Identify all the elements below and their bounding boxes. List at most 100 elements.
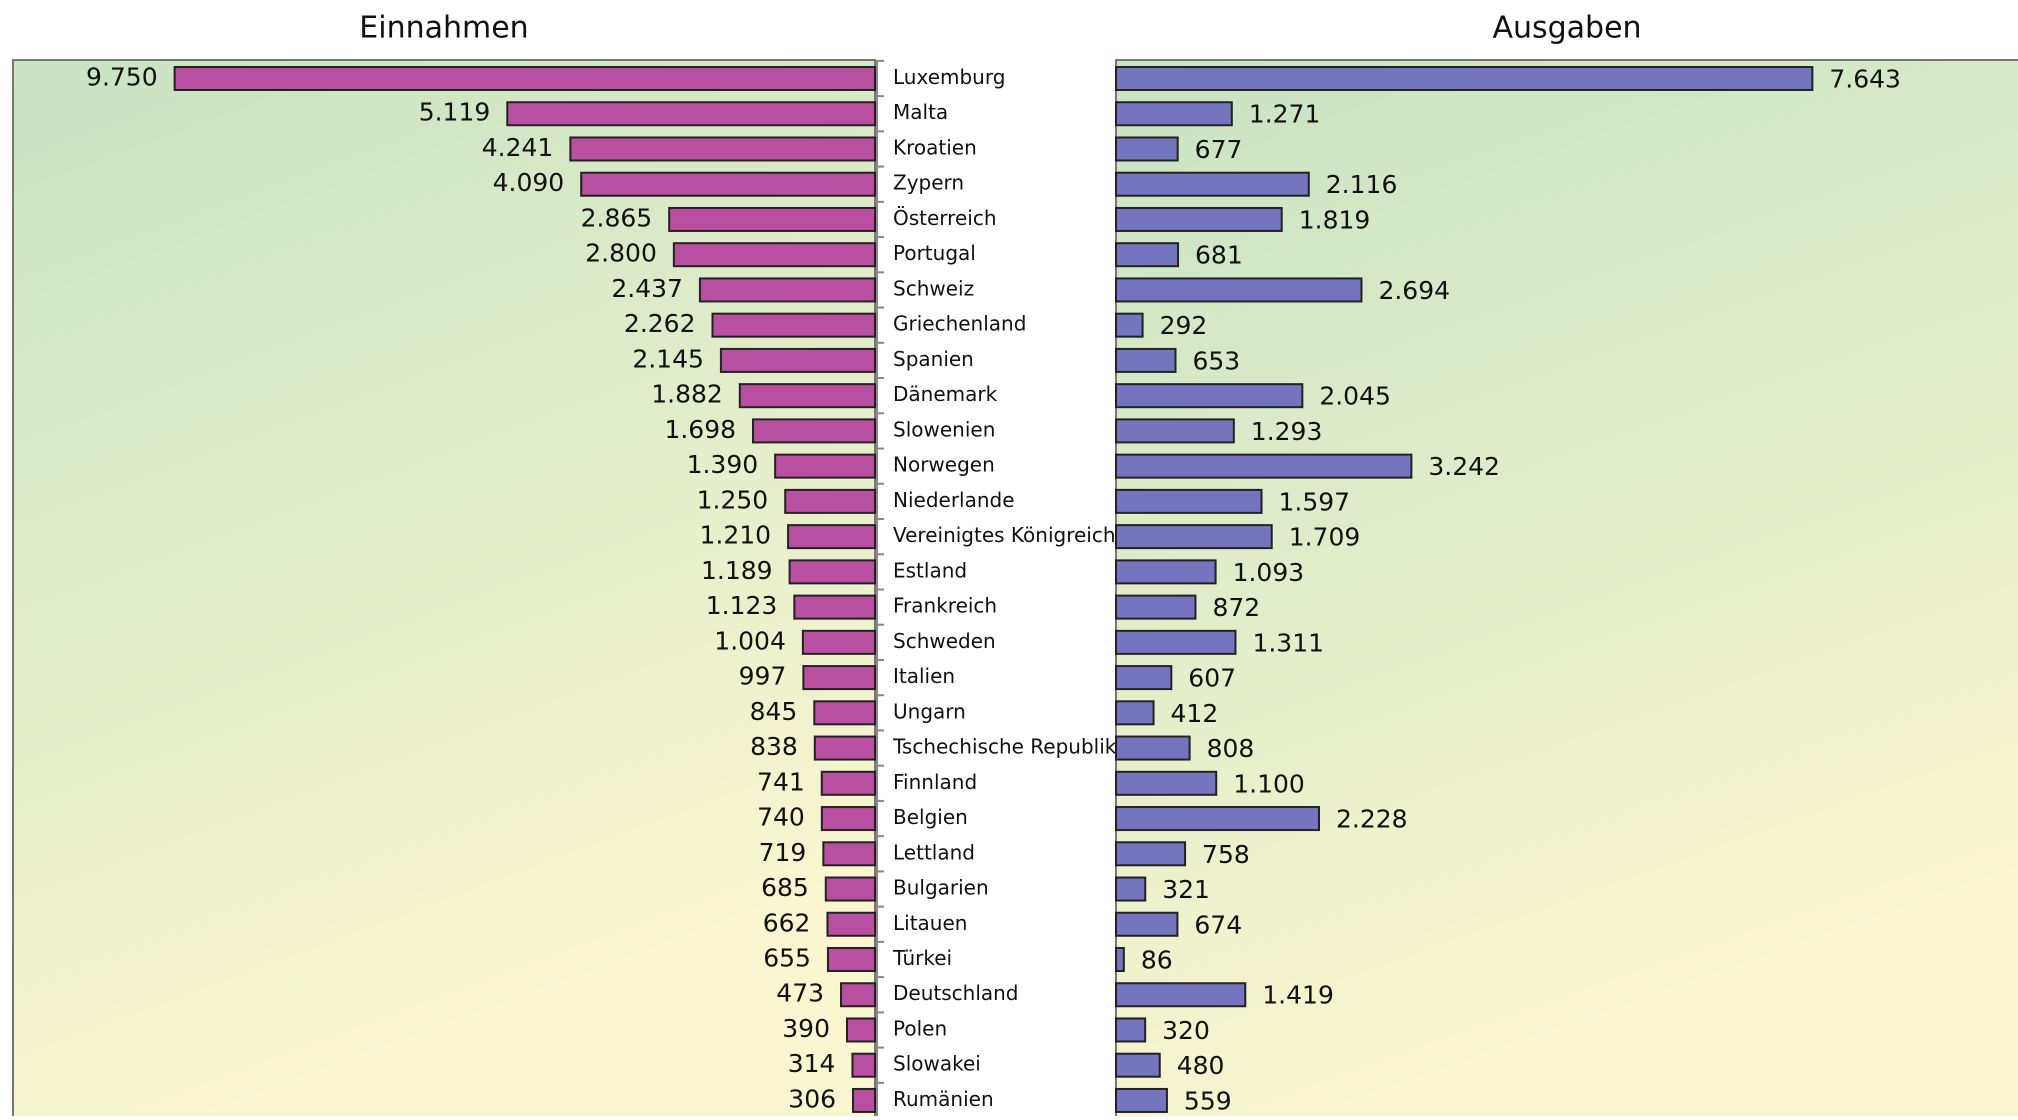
bar (1115, 171, 1310, 197)
bar (845, 1017, 876, 1043)
value-label: 412 (1171, 699, 1219, 728)
bar (1115, 383, 1304, 409)
value-label: 1.419 (1262, 981, 1334, 1010)
value-label: 2.437 (611, 274, 683, 303)
value-label: 4.090 (493, 168, 565, 197)
bar (1115, 629, 1237, 655)
left-panel (12, 59, 876, 1120)
bar (1115, 418, 1235, 444)
value-label: 1.293 (1251, 417, 1323, 446)
value-label: 2.262 (624, 309, 696, 338)
category-label: Vereinigtes Königreich (893, 523, 1116, 547)
value-label: 314 (788, 1049, 836, 1078)
bar (1115, 876, 1147, 902)
bar (698, 277, 876, 303)
bar (506, 101, 876, 127)
value-label: 5.119 (419, 98, 491, 127)
category-label: Kroatien (893, 135, 977, 159)
bar (1115, 347, 1177, 373)
bar (1115, 594, 1197, 620)
bar (801, 629, 876, 655)
value-label: 2.228 (1336, 805, 1408, 834)
category-label: Italien (893, 664, 955, 688)
panel-title: Ausgaben (1492, 11, 1641, 46)
category-label: Belgien (893, 805, 968, 829)
category-label: Bulgarien (893, 876, 989, 900)
value-label: 473 (776, 979, 824, 1008)
bar (840, 982, 876, 1008)
category-label: Dänemark (893, 382, 998, 406)
bar (1115, 947, 1125, 972)
bar (1115, 312, 1144, 338)
category-label: Griechenland (893, 312, 1026, 336)
bar (719, 347, 876, 373)
bar (820, 770, 876, 796)
bar (1115, 277, 1363, 303)
value-label: 681 (1195, 241, 1243, 270)
value-label: 4.241 (482, 133, 554, 162)
bar (787, 524, 876, 550)
category-label: Lettland (893, 840, 975, 864)
value-label: 653 (1192, 346, 1240, 375)
bar (774, 453, 877, 479)
bar (802, 665, 876, 691)
bar (1115, 453, 1413, 479)
value-label: 559 (1184, 1086, 1232, 1115)
value-label: 1.093 (1233, 558, 1305, 587)
value-label: 1.311 (1252, 628, 1324, 657)
value-label: 86 (1141, 946, 1173, 975)
bar (1115, 136, 1179, 162)
category-label: Norwegen (893, 453, 995, 477)
value-label: 997 (739, 662, 787, 691)
value-label: 719 (759, 838, 807, 867)
value-label: 306 (788, 1084, 836, 1113)
bar (738, 383, 877, 409)
bar (1115, 1017, 1147, 1043)
bar (1115, 841, 1187, 867)
category-label: Zypern (893, 171, 964, 195)
value-label: 1.100 (1233, 769, 1305, 798)
bar (852, 1087, 876, 1113)
bar (813, 735, 876, 761)
value-label: 2.116 (1326, 170, 1398, 199)
bar (1115, 700, 1155, 726)
bar (1115, 66, 1814, 91)
value-label: 1.210 (700, 521, 772, 550)
value-label: 9.750 (86, 63, 158, 92)
category-label: Spanien (893, 347, 974, 371)
value-label: 1.390 (687, 450, 759, 479)
value-label: 7.643 (1829, 65, 1901, 94)
category-label: Polen (893, 1016, 947, 1040)
category-label: Tschechische Republik (892, 735, 1117, 759)
value-label: 662 (763, 908, 811, 937)
value-label: 1.882 (651, 380, 723, 409)
value-label: 1.271 (1249, 100, 1321, 129)
bar (813, 700, 877, 726)
bar (826, 911, 877, 937)
bar (1115, 911, 1179, 937)
value-label: 2.694 (1378, 276, 1450, 305)
bar (752, 418, 876, 444)
category-label: Portugal (893, 241, 976, 265)
value-label: 2.045 (1319, 382, 1391, 411)
category-label: Slowenien (893, 417, 995, 441)
value-label: 655 (763, 944, 811, 973)
value-label: 741 (757, 767, 805, 796)
value-label: 1.189 (701, 556, 773, 585)
bar (793, 594, 877, 620)
category-label: Finnland (893, 770, 977, 794)
bar (824, 876, 877, 902)
value-label: 2.145 (632, 344, 704, 373)
category-label: Niederlande (893, 488, 1015, 512)
bar (851, 1052, 877, 1078)
bar (1115, 206, 1283, 232)
value-label: 292 (1160, 311, 1208, 340)
value-label: 808 (1207, 734, 1255, 763)
category-label: Türkei (892, 946, 952, 970)
value-label: 1.698 (664, 415, 736, 444)
value-label: 845 (750, 697, 798, 726)
category-label: Österreich (893, 206, 997, 230)
value-label: 838 (750, 732, 798, 761)
bar (668, 206, 877, 232)
